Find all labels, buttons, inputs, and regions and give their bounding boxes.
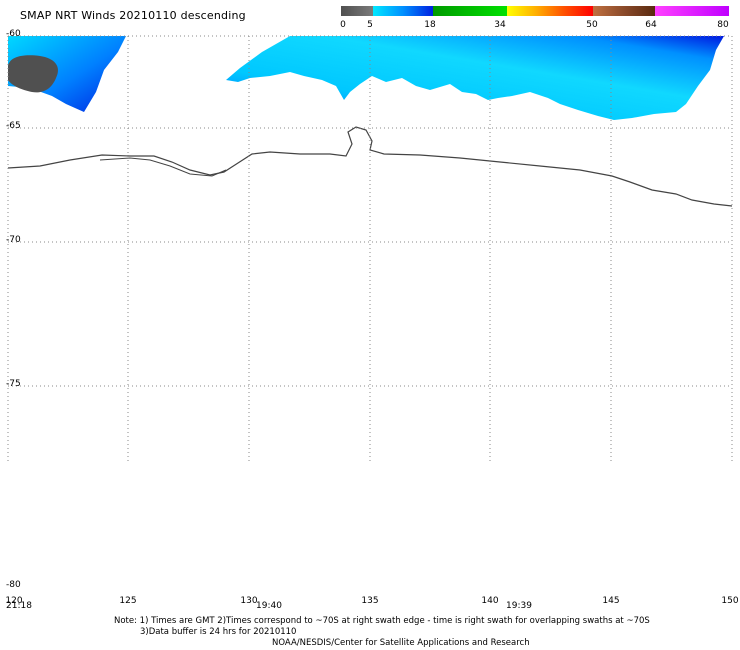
lon-label: 140 [481, 596, 499, 606]
wind-speed-colorbar [341, 6, 729, 16]
land-mass [8, 55, 59, 93]
colorbar-label: 18 [424, 20, 436, 30]
lon-label: 130 [240, 596, 258, 606]
lon-label: 120 [5, 596, 23, 606]
map-title: SMAP NRT Winds 20210110 descending [20, 9, 246, 22]
wind-swath-west [8, 36, 126, 112]
colorbar-label: 50 [586, 20, 598, 30]
time-label: 19:39 [506, 601, 532, 611]
colorbar-segment-5-18 [373, 6, 433, 16]
colorbar-segment-50-64 [593, 6, 655, 16]
lat-label: -75 [6, 379, 21, 389]
lat-label: -65 [6, 121, 21, 131]
coastline [7, 126, 733, 207]
lat-lon-grid [7, 35, 733, 464]
wind-swath-east [226, 36, 724, 120]
colorbar-segment-0-5 [341, 6, 373, 16]
time-label: 19:40 [256, 601, 282, 611]
colorbar-label: 5 [367, 20, 373, 30]
lon-label: 135 [361, 596, 379, 606]
colorbar-label: 64 [645, 20, 657, 30]
colorbar-label: 34 [494, 20, 506, 30]
credit-line: NOAA/NESDIS/Center for Satellite Applica… [272, 638, 530, 648]
lat-label: -60 [6, 29, 21, 39]
lon-label: 150 [721, 596, 739, 606]
time-label: 21:18 [6, 601, 32, 611]
colorbar-segment-34-50 [507, 6, 593, 16]
colorbar-label: 0 [340, 20, 346, 30]
note-line-2: 3)Data buffer is 24 hrs for 20210110 [140, 627, 297, 637]
note-line-1: Note: 1) Times are GMT 2)Times correspon… [114, 616, 650, 626]
colorbar-segment-18-34 [433, 6, 507, 16]
lat-label: -70 [6, 235, 21, 245]
lon-label: 125 [119, 596, 137, 606]
colorbar-segment-64-80 [655, 6, 729, 16]
ice-shelf-edge [99, 157, 227, 177]
lon-label: 145 [602, 596, 620, 606]
lat-label: -80 [6, 580, 21, 590]
colorbar-label: 80 [717, 20, 729, 30]
